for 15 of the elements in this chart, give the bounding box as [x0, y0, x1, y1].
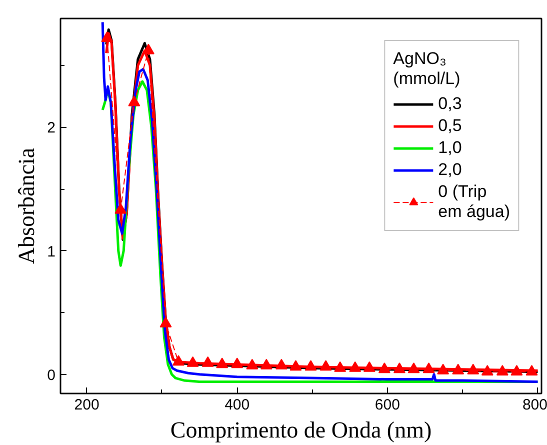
y-tick-label: 2 [47, 120, 56, 137]
y-tick-label: 0 [47, 366, 56, 384]
legend-label: 2,0 [438, 160, 462, 180]
x-tick-label: 200 [74, 396, 100, 414]
legend-label: 0,3 [438, 94, 462, 114]
x-tick-label: 800 [522, 396, 547, 414]
x-tick-label: 400 [224, 396, 250, 414]
x-tick-label: 600 [374, 396, 400, 414]
y-tick-label: 1 [47, 243, 56, 260]
y-axis-title: Absorbância [14, 148, 40, 264]
legend-title: AgNO₃ (mmol/L) [393, 49, 462, 89]
legend-label: 0 (Trip em água) [438, 182, 510, 222]
legend-label: 0,5 [438, 116, 462, 136]
x-axis-title: Comprimento de Onda (nm) [170, 418, 432, 442]
legend-label: 1,0 [438, 138, 462, 158]
